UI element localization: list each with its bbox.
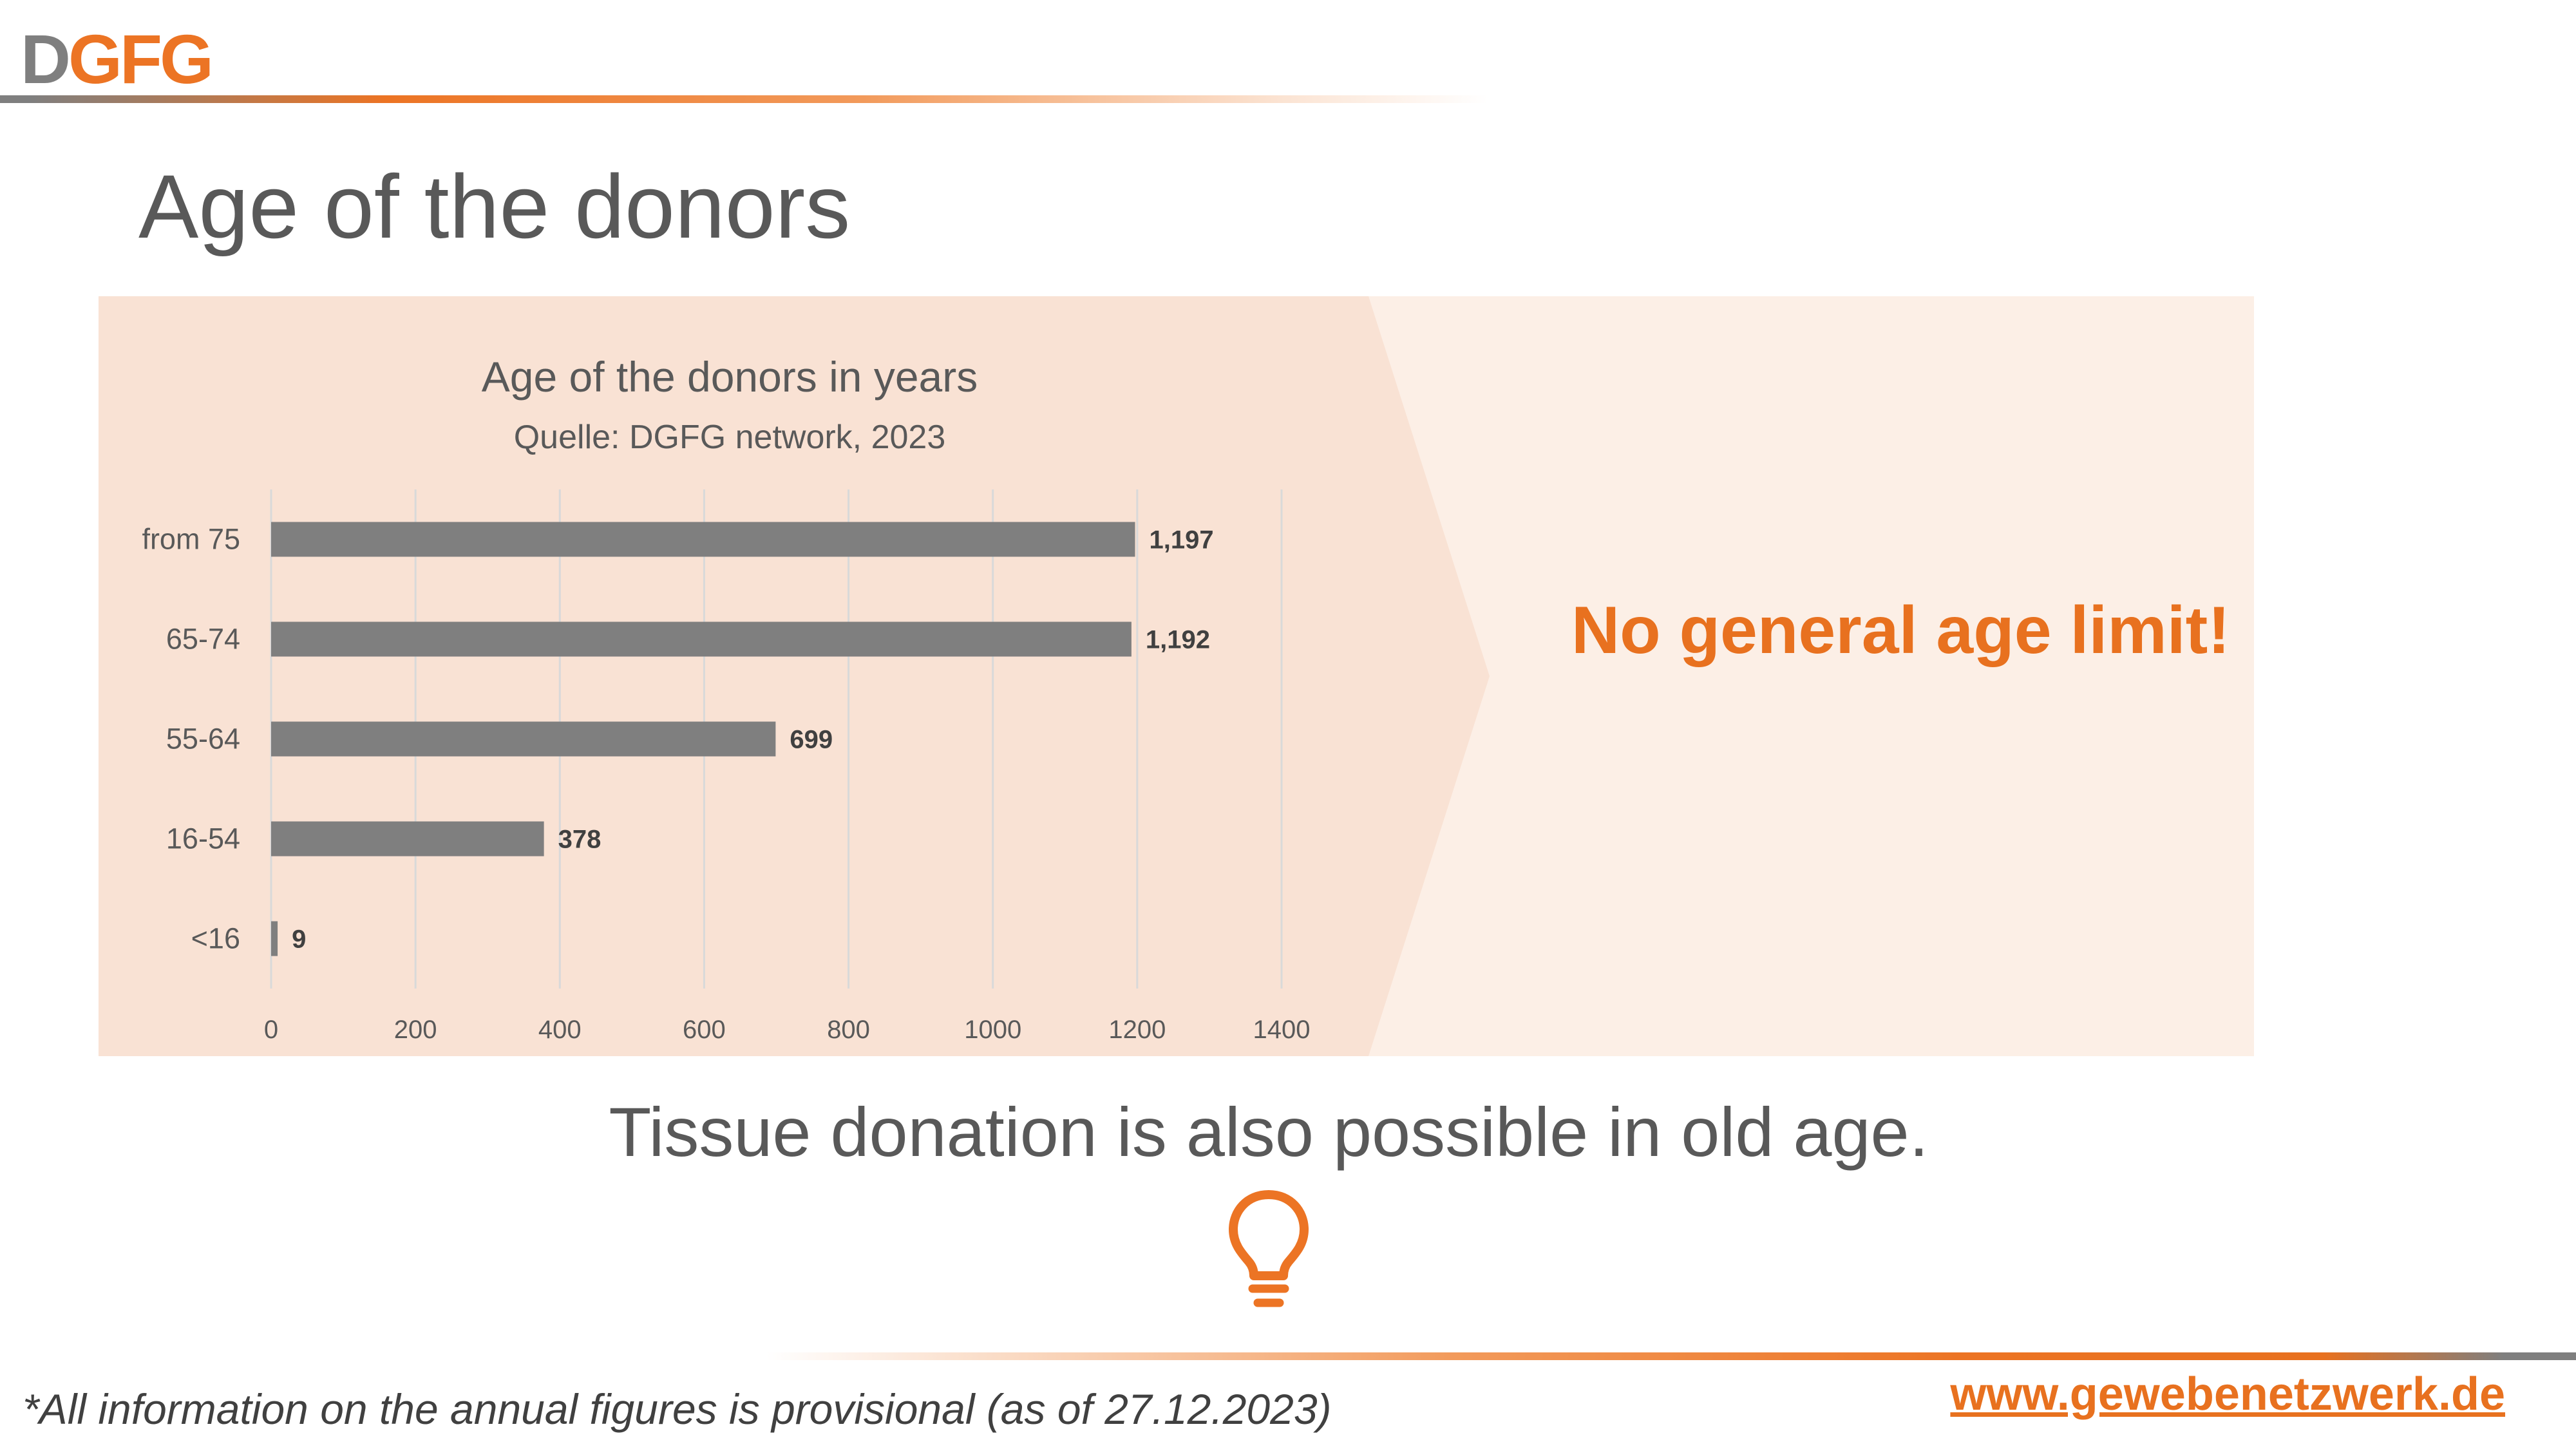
age-bar-chart: Age of the donors in years Quelle: DGFG … — [142, 353, 1311, 1044]
bar-4 — [271, 921, 278, 956]
x-tick-label: 1200 — [1108, 1016, 1166, 1044]
tagline: Tissue donation is also possible in old … — [609, 1093, 1929, 1171]
dgfg-logo: DGFG — [21, 24, 214, 94]
footer-divider — [766, 1352, 2576, 1360]
chart-bars — [271, 522, 1135, 956]
bar-2 — [271, 721, 776, 757]
logo-letter-d: D — [21, 20, 71, 98]
category-label: <16 — [191, 922, 240, 955]
chart-category-labels: from 75 65-74 55-64 16-54 <16 — [142, 523, 240, 955]
x-tick-label: 600 — [683, 1016, 726, 1044]
chart-subtitle: Quelle: DGFG network, 2023 — [514, 419, 946, 456]
x-tick-label: 800 — [827, 1016, 870, 1044]
chart-x-ticks: 0 200 400 600 800 1000 1200 1400 — [264, 1016, 1311, 1044]
chart-title: Age of the donors in years — [482, 353, 978, 401]
x-tick-label: 400 — [538, 1016, 582, 1044]
data-label: 699 — [790, 726, 833, 754]
bar-0 — [271, 522, 1135, 557]
category-label: 16-54 — [166, 822, 240, 855]
bar-3 — [271, 821, 544, 857]
chart-arrow-panel — [99, 296, 1490, 1056]
category-label: 55-64 — [166, 723, 240, 755]
page-title: Age of the donors — [138, 156, 851, 257]
bar-1 — [271, 621, 1132, 657]
website-link[interactable]: www.gewebenetzwerk.de — [1950, 1368, 2505, 1420]
data-label: 378 — [558, 826, 601, 854]
data-label: 1,192 — [1146, 626, 1210, 654]
headline-no-age-limit: No general age limit! — [1571, 593, 2230, 668]
header-divider — [0, 95, 1488, 103]
chart-data-labels: 1,197 1,192 699 378 9 — [292, 526, 1214, 954]
logo-letters-gfg: GFG — [68, 20, 214, 98]
data-label: 9 — [292, 925, 306, 954]
data-label: 1,197 — [1149, 526, 1213, 554]
category-label: 65-74 — [166, 623, 240, 656]
lightbulb-icon — [1229, 1190, 1309, 1307]
x-tick-label: 1000 — [964, 1016, 1021, 1044]
x-tick-label: 0 — [264, 1016, 278, 1044]
x-tick-label: 1400 — [1253, 1016, 1311, 1044]
category-label: from 75 — [142, 523, 240, 556]
footnote: *All information on the annual figures i… — [23, 1385, 1332, 1433]
x-tick-label: 200 — [394, 1016, 437, 1044]
